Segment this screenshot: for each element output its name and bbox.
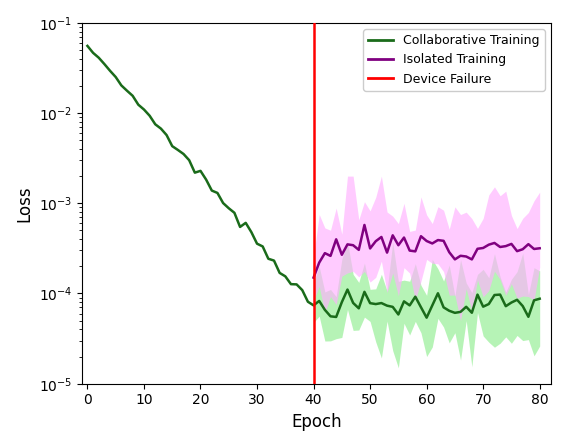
- Y-axis label: Loss: Loss: [15, 185, 33, 222]
- Legend: Collaborative Training, Isolated Training, Device Failure: Collaborative Training, Isolated Trainin…: [363, 29, 544, 91]
- X-axis label: Epoch: Epoch: [291, 413, 342, 431]
